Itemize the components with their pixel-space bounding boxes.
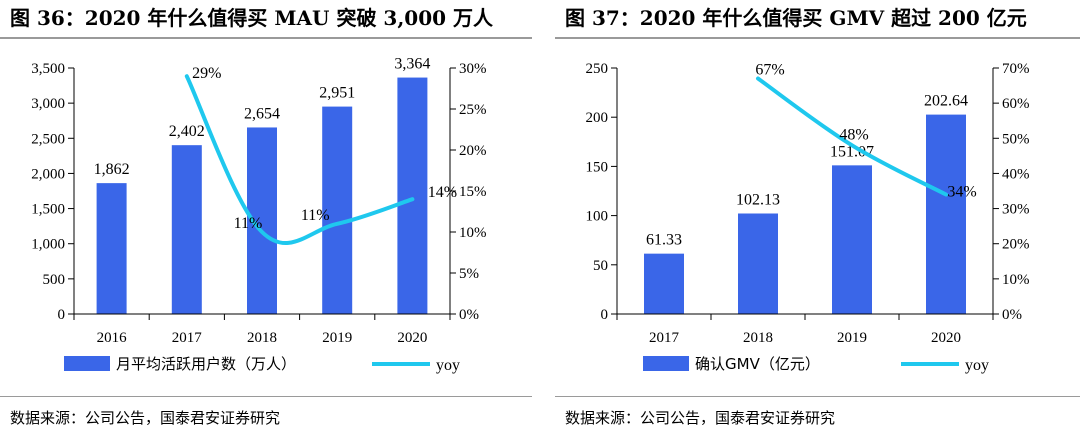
bar-value-label: 2,402 [169,123,205,140]
title-rule [555,37,1080,39]
y-left-tick-label: 2,500 [31,131,65,147]
y-right-tick-label: 20% [459,143,487,159]
chart-title: 图 37：2020 年什么值得买 GMV 超过 200 亿元 [565,6,1027,30]
bar-value-label: 3,364 [394,56,430,73]
yoy-value-label: 14% [428,184,457,201]
x-tick-label: 2020 [397,330,427,346]
y-right-tick-label: 70% [1002,61,1030,77]
bar-value-label: 2,951 [319,85,355,102]
y-left-tick-label: 2,000 [31,166,65,182]
x-tick-label: 2019 [322,330,352,346]
chart-source: 数据来源：公司公告，国泰君安证券研究 [10,409,281,427]
y-right-tick-label: 10% [1002,272,1030,288]
x-tick-label: 2017 [172,330,203,346]
yoy-value-label: 48% [839,126,868,143]
chart-panel-gmv: 图 37：2020 年什么值得买 GMV 超过 200 亿元 0 50 100 150… [555,0,1080,441]
y-right-tick-label: 50% [1002,131,1030,147]
bar-2019 [832,165,872,314]
legend-bar-label: 月平均活跃用户数（万人） [116,355,296,373]
bar-value-label: 61.33 [646,232,682,249]
x-tick-label: 2018 [743,330,773,346]
x-tick-label: 2020 [931,330,961,346]
x-tick-label: 2017 [649,330,680,346]
y-left-tick-label: 150 [586,159,609,175]
yoy-value-label: 34% [947,184,976,201]
y-left-tick-label: 1,000 [31,237,65,253]
bar-2016 [96,183,127,314]
bar-2018 [738,213,778,314]
source-rule [555,396,1080,397]
bar-2020 [397,77,428,314]
y-right-tick-label: 15% [459,184,487,200]
bar-value-label: 1,862 [94,161,130,178]
y-left-tick-label: 50 [593,258,608,274]
y-left-tick-label: 3,500 [31,61,65,77]
bar-value-label: 151.07 [830,143,874,160]
x-tick-label: 2018 [247,330,277,346]
y-left-tick-label: 250 [586,61,609,77]
yoy-value-label: 11% [301,207,330,224]
yoy-line [756,76,948,197]
y-right-tick-label: 5% [459,266,479,282]
y-right-tick-label: 25% [459,102,487,118]
y-left-tick-label: 100 [586,209,609,225]
legend-line-label: yoy [436,357,460,374]
chart-source: 数据来源：公司公告，国泰君安证券研究 [565,409,836,427]
bar-2017 [171,145,202,314]
yoy-line [184,74,415,245]
bar-2017 [644,253,684,314]
y-right-tick-label: 10% [459,225,487,241]
y-right-tick-label: 30% [1002,202,1030,218]
chart-panel-mau: 图 36：2020 年什么值得买 MAU 突破 3,000 万人 0 500 1,0… [0,0,532,441]
source-rule [0,396,532,397]
bar-2019 [322,106,353,315]
title-rule [0,37,532,39]
y-left-tick-label: 500 [43,272,66,288]
y-left-tick-label: 3,000 [31,96,65,112]
y-right-tick-label: 40% [1002,166,1030,182]
y-right-tick-label: 0% [459,307,479,323]
yoy-value-label: 29% [192,65,221,82]
chart-title: 图 36：2020 年什么值得买 MAU 突破 3,000 万人 [10,6,493,30]
y-right-tick-label: 60% [1002,96,1030,112]
mau-chart: 0 500 1,000 1,500 2,000 2,500 3,000 3,500 0% 5% 10… [31,56,487,374]
bar-2020 [926,114,966,315]
bar-value-label: 102.13 [736,192,780,209]
legend-bar-swatch [643,356,689,371]
y-left-tick-label: 0 [601,307,609,323]
x-tick-label: 2016 [97,330,128,346]
y-right-tick-label: 30% [459,61,487,77]
x-tick-label: 2019 [837,330,867,346]
y-left-tick-label: 0 [58,307,66,323]
yoy-value-label: 11% [234,215,263,232]
bar-value-label: 2,654 [244,105,280,122]
y-right-tick-label: 20% [1002,237,1030,253]
legend-bar-label: 确认GMV（亿元） [695,355,820,373]
yoy-value-label: 67% [755,62,784,79]
y-right-tick-label: 0% [1002,307,1022,323]
gmv-chart: 0 50 100 150 200 250 0% 10% 20% 30% 40% 50% 60% 70% 20… [586,61,1030,374]
bar-value-label: 202.64 [924,93,968,110]
y-left-tick-label: 1,500 [31,202,65,218]
legend-line-label: yoy [965,357,989,374]
y-left-tick-label: 200 [586,110,609,126]
legend-bar-swatch [64,356,110,371]
